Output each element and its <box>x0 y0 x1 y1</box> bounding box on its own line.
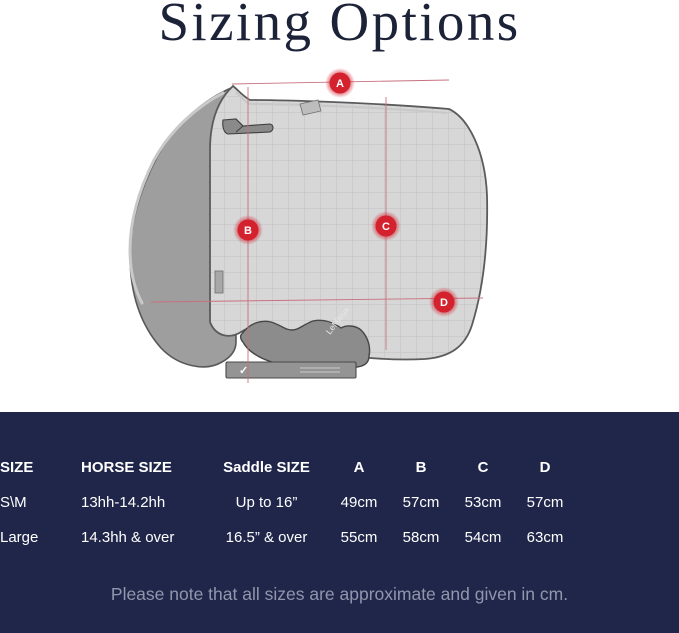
svg-text:A: A <box>336 78 344 90</box>
svg-text:✓: ✓ <box>239 365 248 377</box>
svg-text:C: C <box>382 221 390 233</box>
svg-text:D: D <box>440 297 448 309</box>
svg-text:B: B <box>244 225 252 237</box>
